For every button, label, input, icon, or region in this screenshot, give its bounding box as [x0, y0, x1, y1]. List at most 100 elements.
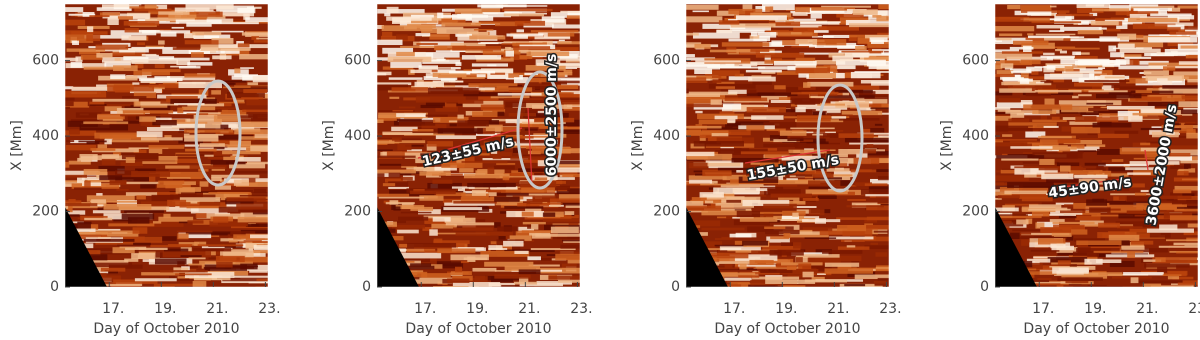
streak	[739, 263, 747, 270]
streak	[158, 180, 185, 184]
streak	[436, 28, 479, 34]
streak	[178, 242, 200, 246]
streak	[560, 99, 580, 105]
streak	[1002, 134, 1013, 137]
streak	[707, 261, 758, 264]
streak	[122, 96, 147, 100]
streak	[790, 127, 835, 130]
streak	[491, 134, 523, 137]
streak	[1021, 197, 1053, 202]
streak	[1158, 204, 1187, 208]
streak	[534, 36, 571, 40]
streak	[71, 86, 113, 91]
streak	[712, 79, 722, 83]
streak	[780, 242, 794, 247]
streak	[107, 85, 155, 92]
streak	[1050, 5, 1057, 8]
streak	[246, 31, 268, 33]
streak	[762, 245, 801, 252]
streak	[148, 148, 163, 154]
streak	[1147, 94, 1186, 102]
streak	[996, 37, 1012, 41]
streak	[702, 169, 732, 177]
streak	[87, 26, 94, 33]
streak	[566, 15, 580, 19]
streak	[420, 153, 458, 156]
y-tick-label: 0	[362, 279, 371, 295]
streak	[245, 17, 268, 23]
streak	[716, 10, 739, 16]
streak	[67, 231, 101, 234]
streak	[788, 149, 827, 154]
streak	[853, 157, 880, 165]
streak	[377, 25, 384, 29]
streak	[1182, 286, 1198, 287]
streak	[1023, 142, 1059, 147]
streak	[1134, 214, 1153, 217]
streak	[1159, 224, 1178, 231]
y-tick-label: 0	[50, 279, 59, 295]
streak	[239, 194, 268, 197]
streak	[123, 20, 160, 26]
streak	[837, 246, 870, 250]
streak	[542, 218, 580, 222]
streak	[89, 104, 107, 106]
streak	[548, 275, 580, 280]
streak	[1058, 148, 1071, 153]
streak	[505, 50, 514, 57]
streak	[836, 217, 887, 220]
streak	[783, 196, 816, 202]
streak	[386, 6, 399, 13]
streak	[528, 202, 563, 205]
streak	[382, 183, 396, 187]
streak	[121, 236, 163, 243]
streak	[1031, 68, 1039, 75]
streak	[1115, 59, 1130, 65]
streak	[145, 17, 195, 22]
streak	[449, 123, 457, 127]
streak	[764, 55, 771, 62]
streak	[848, 35, 857, 42]
streak	[463, 92, 512, 97]
streak	[116, 189, 129, 191]
streak	[1178, 168, 1196, 173]
streak	[397, 143, 412, 151]
streak	[388, 172, 401, 178]
x-tick-label: 17.	[414, 301, 436, 317]
streak	[179, 187, 202, 192]
streak	[1167, 7, 1181, 12]
streak	[72, 40, 79, 46]
x-axis-label: Day of October 2010	[405, 321, 551, 337]
streak	[727, 116, 736, 123]
streak	[164, 135, 172, 139]
streak	[241, 97, 264, 100]
streak	[97, 113, 125, 120]
streak	[740, 50, 782, 54]
streak	[68, 160, 91, 165]
streak	[83, 238, 135, 242]
streak	[419, 171, 451, 176]
streak	[1092, 122, 1132, 128]
streak	[716, 137, 755, 144]
streak	[416, 69, 455, 72]
streak	[1184, 123, 1198, 127]
streak	[131, 59, 179, 64]
streak	[686, 205, 721, 211]
streak	[65, 91, 107, 98]
streak	[409, 276, 420, 280]
streak	[211, 177, 222, 182]
streak	[786, 178, 798, 181]
streak	[1170, 149, 1198, 156]
streak	[536, 281, 572, 285]
streak	[208, 191, 251, 194]
streak	[695, 173, 706, 176]
streak	[518, 49, 561, 52]
streak	[160, 87, 180, 90]
streak	[115, 177, 156, 182]
streak	[1002, 78, 1033, 82]
streak	[531, 224, 539, 230]
streak	[1001, 193, 1048, 198]
streak	[1136, 231, 1171, 238]
streak	[230, 231, 256, 237]
streak	[688, 175, 727, 180]
